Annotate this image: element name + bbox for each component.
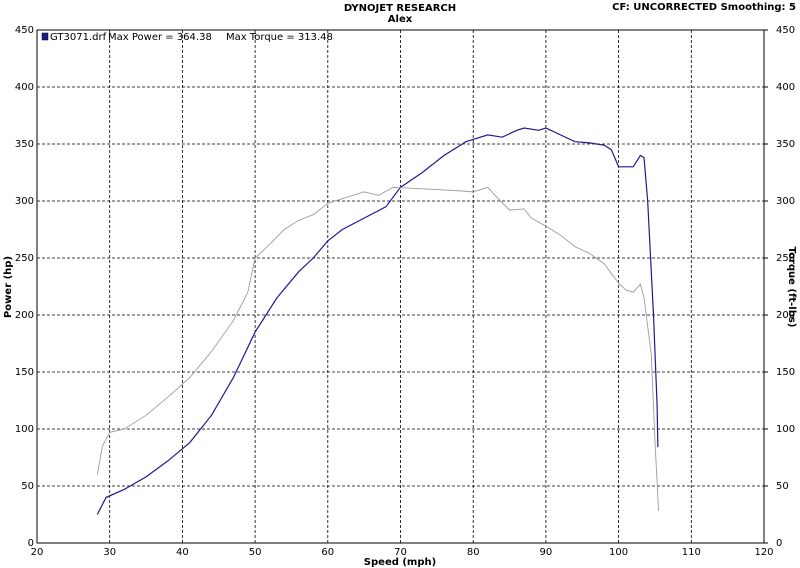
y2-tick-label: 50	[776, 481, 789, 492]
chart-title: DYNOJET RESEARCH	[344, 3, 456, 14]
power-curve	[96, 186, 660, 512]
corner-note: CF: UNCORRECTED Smoothing: 5	[612, 2, 796, 13]
x-tick-label: 120	[754, 547, 773, 558]
y2-tick-label: 450	[776, 25, 795, 36]
y-tick-label: 150	[15, 367, 34, 378]
y2-tick-label: 150	[776, 367, 795, 378]
y-tick-label: 300	[15, 196, 34, 207]
y2-tick-label: 200	[776, 310, 795, 321]
y2-tick-label: 300	[776, 196, 795, 207]
x-tick-label: 110	[682, 547, 701, 558]
x-tick-label: 100	[609, 547, 628, 558]
x-tick-label: 20	[31, 547, 44, 558]
y2-tick-label: 400	[776, 82, 795, 93]
y2-axis-label: Torque (ft-lbs)	[786, 247, 797, 328]
x-tick-label: 70	[394, 547, 407, 558]
x-tick-label: 30	[103, 547, 116, 558]
power-curve	[96, 127, 659, 515]
x-tick-label: 90	[540, 547, 553, 558]
legend-item: Max Torque = 313.48	[226, 32, 333, 43]
y-tick-label: 350	[15, 139, 34, 150]
x-tick-label: 60	[321, 547, 334, 558]
x-axis-label: Speed (mph)	[364, 557, 436, 568]
y2-tick-label: 100	[776, 424, 795, 435]
x-tick-label: 50	[249, 547, 262, 558]
y2-tick-label: 250	[776, 253, 795, 264]
y-tick-label: 50	[21, 481, 34, 492]
x-tick-label: 40	[176, 547, 189, 558]
y-tick-label: 0	[28, 538, 34, 549]
y-axis-label: Power (hp)	[3, 256, 14, 318]
y-tick-label: 400	[15, 82, 34, 93]
y-tick-label: 450	[15, 25, 34, 36]
y2-tick-label: 350	[776, 139, 795, 150]
y2-tick-label: 0	[776, 538, 782, 549]
y-tick-label: 200	[15, 310, 34, 321]
legend-file: GT3071.drf	[50, 32, 107, 43]
y-tick-label: 100	[15, 424, 34, 435]
chart-subtitle: Alex	[388, 14, 413, 25]
y-tick-label: 250	[15, 253, 34, 264]
plot-frame	[36, 29, 765, 544]
legend-swatch	[41, 32, 49, 41]
legend-item: Max Power = 364.38	[108, 32, 212, 43]
x-tick-label: 80	[467, 547, 480, 558]
